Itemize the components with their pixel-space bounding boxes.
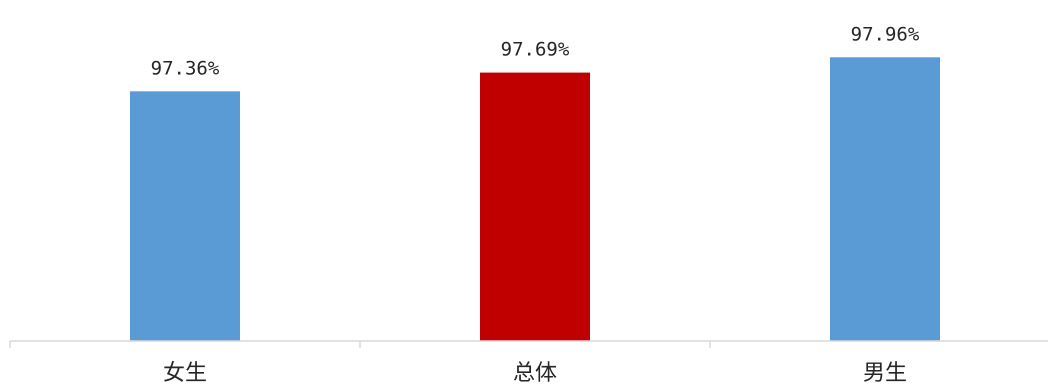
data-label-category-1: 97.36% — [151, 57, 220, 79]
data-label-category-3: 97.96% — [851, 23, 920, 45]
data-label-category-2: 97.69% — [501, 39, 570, 61]
bar-category-1 — [130, 91, 240, 341]
x-tick-label-category-3: 男生 — [863, 361, 907, 385]
x-axis — [9, 340, 1048, 348]
bar-category-2 — [480, 72, 590, 341]
bar-category-3 — [830, 57, 940, 342]
x-tick-label-category-1: 女生 — [163, 361, 207, 385]
category-labels-group: 女生 总体 男生 — [163, 361, 907, 385]
bars-group — [130, 57, 940, 342]
value-labels-group: 97.36% 97.69% 97.96% — [151, 23, 920, 79]
x-tick-label-category-2: 总体 — [513, 361, 557, 385]
